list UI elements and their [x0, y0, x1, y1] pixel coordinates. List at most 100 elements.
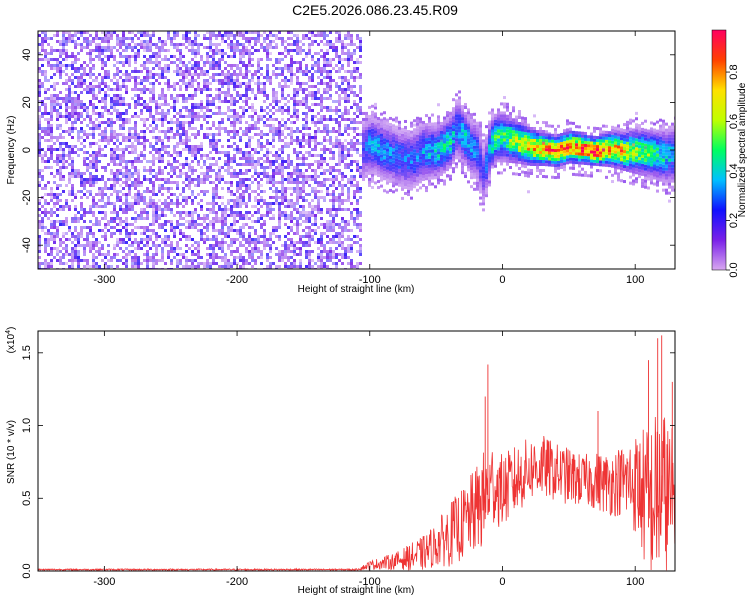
heatmap-cell	[65, 232, 68, 235]
heatmap-cell	[92, 256, 95, 259]
heatmap-cell	[92, 130, 95, 133]
heatmap-cell	[278, 250, 281, 253]
heatmap-cell	[152, 160, 155, 163]
heatmap-cell	[239, 241, 242, 244]
heatmap-cell	[170, 154, 173, 157]
heatmap-cell	[260, 205, 263, 208]
heatmap-cell	[185, 88, 188, 91]
heatmap-cell	[41, 31, 44, 34]
heatmap-cell	[152, 211, 155, 214]
heatmap-cell	[368, 150, 371, 154]
heatmap-cell	[317, 265, 320, 268]
heatmap-cell	[269, 247, 272, 250]
heatmap-cell	[77, 232, 80, 235]
heatmap-cell	[233, 142, 236, 145]
heatmap-cell	[38, 151, 41, 154]
heatmap-cell	[263, 166, 266, 169]
heatmap-cell	[371, 155, 374, 159]
heatmap-cell	[287, 70, 290, 73]
heatmap-cell	[185, 214, 188, 217]
heatmap-cell	[320, 97, 323, 100]
heatmap-cell	[74, 235, 77, 238]
heatmap-cell	[44, 40, 47, 43]
heatmap-cell	[185, 199, 188, 202]
heatmap-cell	[62, 175, 65, 178]
heatmap-cell	[92, 112, 95, 115]
heatmap-cell	[341, 79, 344, 82]
heatmap-cell	[287, 142, 290, 145]
heatmap-cell	[137, 97, 140, 100]
heatmap-cell	[218, 82, 221, 85]
heatmap-cell	[227, 145, 230, 148]
heatmap-cell	[107, 58, 110, 61]
heatmap-cell	[158, 151, 161, 154]
heatmap-cell	[149, 145, 152, 148]
heatmap-cell	[239, 172, 242, 175]
heatmap-cell	[287, 205, 290, 208]
heatmap-cell	[347, 52, 350, 55]
heatmap-cell	[152, 52, 155, 55]
heatmap-cell	[122, 40, 125, 43]
heatmap-cell	[110, 112, 113, 115]
heatmap-cell	[62, 163, 65, 166]
heatmap-cell	[140, 88, 143, 91]
heatmap-cell	[320, 154, 323, 157]
heatmap-cell	[230, 109, 233, 112]
heatmap-cell	[314, 217, 317, 220]
heatmap-cell	[341, 199, 344, 202]
heatmap-cell	[215, 34, 218, 37]
heatmap-cell	[338, 97, 341, 100]
heatmap-cell	[209, 220, 212, 223]
heatmap-cell	[209, 109, 212, 112]
heatmap-cell	[101, 130, 104, 133]
heatmap-cell	[83, 130, 86, 133]
heatmap-cell	[176, 34, 179, 37]
heatmap-cell	[263, 199, 266, 202]
heatmap-cell	[251, 58, 254, 61]
heatmap-cell	[80, 259, 83, 262]
heatmap-cell	[221, 229, 224, 232]
heatmap-cell	[158, 223, 161, 226]
heatmap-cell	[344, 238, 347, 241]
heatmap-cell	[50, 145, 53, 148]
heatmap-cell	[266, 37, 269, 40]
heatmap-cell	[350, 145, 353, 148]
heatmap-cell	[98, 124, 101, 127]
heatmap-cell	[281, 169, 284, 172]
heatmap-cell	[80, 181, 83, 184]
heatmap-cell	[104, 238, 107, 241]
heatmap-cell	[341, 262, 344, 265]
heatmap-cell	[254, 238, 257, 241]
heatmap-cell	[266, 265, 269, 268]
heatmap-cell	[275, 46, 278, 49]
heatmap-cell	[221, 151, 224, 154]
heatmap-cell	[323, 61, 326, 64]
heatmap-cell	[269, 178, 272, 181]
heatmap-cell	[353, 52, 356, 55]
heatmap-cell	[161, 208, 164, 211]
heatmap-cell	[197, 253, 200, 256]
heatmap-cell	[347, 178, 350, 181]
heatmap-cell	[368, 183, 371, 187]
heatmap-cell	[140, 109, 143, 112]
heatmap-cell	[41, 73, 44, 76]
heatmap-cell	[323, 43, 326, 46]
heatmap-cell	[143, 88, 146, 91]
heatmap-cell	[38, 181, 41, 184]
heatmap-cell	[197, 241, 200, 244]
heatmap-cell	[128, 121, 131, 124]
heatmap-cell	[287, 157, 290, 160]
heatmap-cell	[137, 52, 140, 55]
heatmap-cell	[125, 85, 128, 88]
heatmap-cell	[116, 259, 119, 262]
heatmap-cell	[341, 118, 344, 121]
heatmap-cell	[185, 238, 188, 241]
heatmap-cell	[305, 34, 308, 37]
heatmap-cell	[239, 55, 242, 58]
heatmap-cell	[86, 244, 89, 247]
heatmap-cell	[38, 148, 41, 151]
heatmap-cell	[305, 220, 308, 223]
heatmap-cell	[44, 193, 47, 196]
heatmap-cell	[185, 226, 188, 229]
heatmap-cell	[125, 226, 128, 229]
